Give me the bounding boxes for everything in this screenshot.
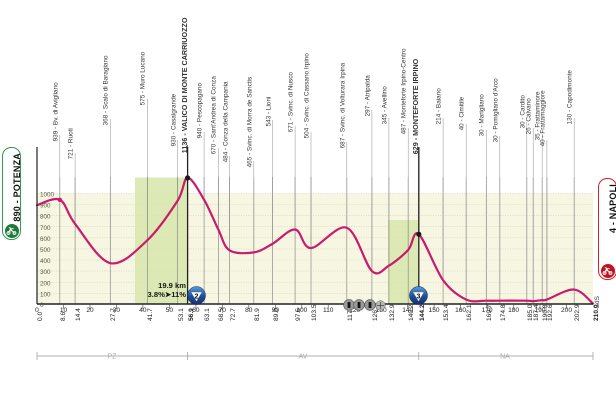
svg-text:3: 3 [417,293,421,300]
svg-text:2: 2 [195,293,199,300]
